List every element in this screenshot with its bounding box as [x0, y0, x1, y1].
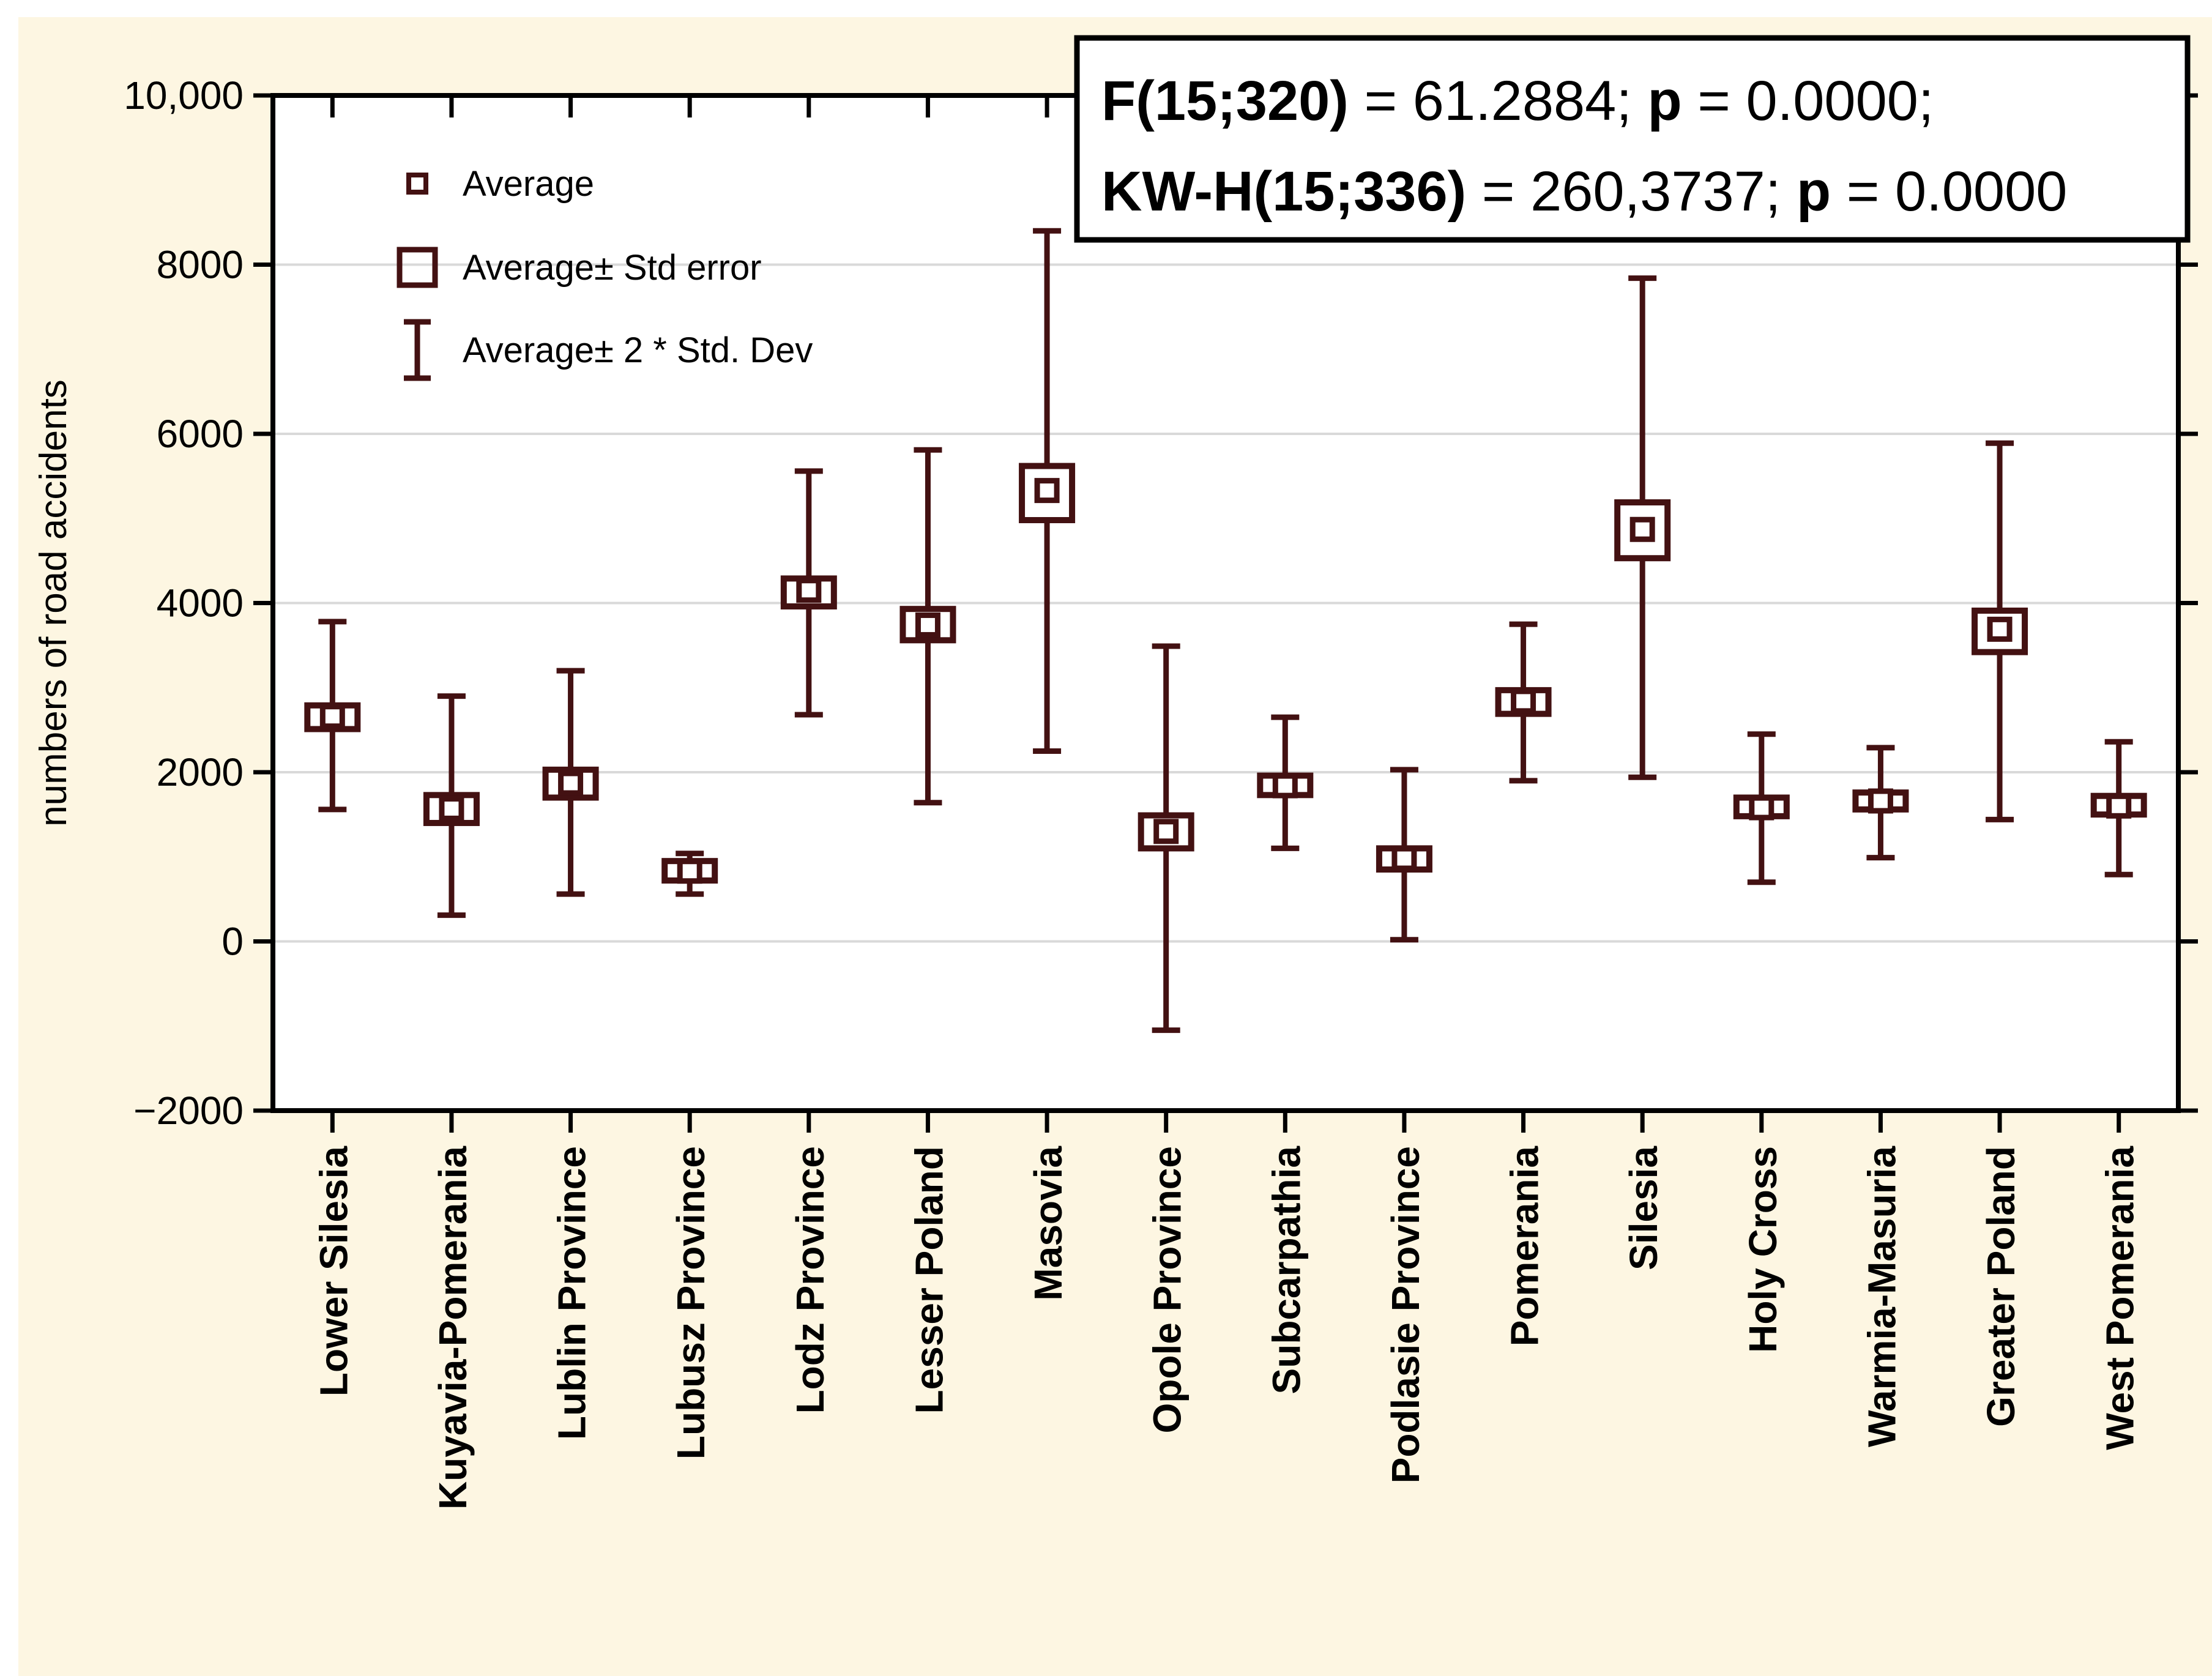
legend-label: Average	[463, 164, 594, 204]
series-lesser-poland	[899, 447, 956, 806]
series-lublin-province	[542, 668, 599, 897]
series-opole-province	[1138, 643, 1194, 1034]
legend-item-average: Average	[406, 164, 594, 204]
x-category-label: Greater Poland	[1979, 1146, 2023, 1427]
x-category-label: Holy Cross	[1741, 1146, 1785, 1353]
mean-marker	[319, 704, 345, 729]
series-lower-silesia	[304, 619, 361, 813]
x-category-label: Opole Province	[1145, 1146, 1190, 1433]
legend-item-average-2-std-dev: Average± 2 * Std. Dev	[404, 319, 813, 381]
series-greater-poland	[1972, 440, 2028, 822]
y-axis-title: numbers of road accidents	[32, 379, 75, 827]
y-axis-tick-labels: 10,000 8000 6000 4000 2000 0 −2000	[124, 73, 244, 1133]
mean-marker	[2106, 793, 2132, 819]
y-tick-label: 4000	[157, 581, 244, 625]
stats-line2: KW-H(15;336) = 260,3737; p = 0.0000	[1101, 160, 2067, 223]
x-category-label: Lodz Province	[788, 1146, 832, 1413]
mean-marker	[915, 612, 940, 638]
y-tick-label: 6000	[157, 412, 244, 456]
x-category-label: Podlasie Province	[1383, 1146, 1428, 1483]
mean-marker	[1868, 788, 1893, 814]
mean-marker	[796, 578, 822, 603]
legend-item-average-std-error: Average± Std error	[397, 247, 762, 288]
x-category-label: Pomerania	[1503, 1146, 1547, 1347]
y-tick-label: 8000	[157, 243, 244, 287]
legend-label: Average± 2 * Std. Dev	[463, 330, 813, 370]
x-category-label: Lublin Province	[550, 1146, 594, 1440]
x-category-label: Lesser Poland	[907, 1146, 951, 1414]
series-west-pomerania	[2090, 739, 2147, 877]
small-square-marker	[406, 173, 428, 195]
square-marker	[397, 247, 438, 288]
y-tick-label: 2000	[157, 750, 244, 794]
x-category-label: Kuyavia-Pomerania	[431, 1146, 475, 1510]
mean-marker	[1272, 773, 1298, 799]
x-category-label: Lubusz Province	[669, 1146, 713, 1459]
series-podlasie-province	[1376, 767, 1432, 943]
mean-marker	[677, 858, 702, 884]
mean-marker	[1391, 846, 1417, 871]
series-masovia	[1019, 228, 1076, 754]
legend-label: Average± Std error	[463, 248, 762, 288]
mean-marker	[1034, 478, 1060, 504]
series-lubusz-province	[661, 851, 718, 897]
series-silesia	[1614, 275, 1671, 780]
y-tick-label: 0	[222, 920, 244, 964]
mean-marker	[1987, 616, 2013, 642]
stats-line1: F(15;320) = 61.2884; p = 0.0000;	[1101, 70, 1934, 132]
series-subcarpathia	[1257, 714, 1314, 851]
series-kuyavia-pomerania	[423, 693, 480, 918]
stats-box-border	[1074, 35, 2191, 243]
mean-marker	[558, 770, 584, 796]
mean-marker	[1511, 688, 1536, 714]
x-category-label: West Pomerania	[2098, 1146, 2142, 1450]
series-warmia-masuria	[1852, 745, 1909, 861]
legend: Average Average± Std error Average± 2 * St…	[397, 164, 813, 381]
stats-box: F(15;320) = 61.2884; p = 0.0000; KW-H(15;…	[1074, 35, 2191, 243]
error-bar-marker	[404, 319, 431, 381]
y-tick-label: 10,000	[124, 73, 244, 117]
series-pomerania	[1495, 621, 1552, 784]
x-category-label: Subcarpathia	[1264, 1146, 1308, 1395]
x-category-label: Lower Silesia	[311, 1146, 356, 1396]
mean-marker	[1629, 516, 1655, 542]
series-layer	[304, 228, 2147, 1034]
y-tick-label: −2000	[133, 1089, 244, 1133]
mean-marker	[1153, 819, 1179, 844]
x-category-label: Warmia-Masuria	[1860, 1146, 1904, 1447]
series-holy-cross	[1733, 731, 1790, 885]
series-lodz-province	[780, 468, 837, 718]
x-category-label: Masovia	[1026, 1146, 1070, 1301]
x-category-label: Silesia	[1622, 1146, 1666, 1270]
x-axis-category-labels: Lower Silesia Kuyavia-Pomerania Lublin Pro…	[311, 1146, 2142, 1510]
mean-marker	[439, 795, 464, 821]
mean-marker	[1749, 795, 1774, 821]
